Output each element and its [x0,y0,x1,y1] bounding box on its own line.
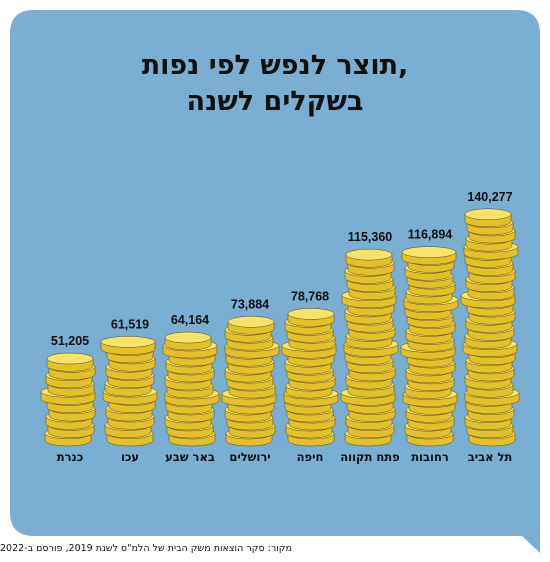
chart-title-line-1: תוצר לנפש לפי נפות, [142,50,409,81]
value-labels: 51,205 61,519 64,164 73,884 78,768 115,360 116… [51,190,513,348]
coin-stack [162,331,220,447]
value-label: 78,768 [291,289,329,303]
value-label: 116,894 [408,228,453,242]
value-label: 64,164 [171,313,209,327]
value-label: 51,205 [51,334,89,348]
coin-stack [100,336,158,447]
source-note: מקור: סקר הוצאות משק הבית של הלמ"ס לשנת … [0,543,292,554]
value-label: 115,360 [348,230,393,244]
coin-stack [400,246,459,447]
value-label: 61,519 [111,317,149,331]
category-labels: כנרת עכו באר שבע ירושלים חיפה פתח תקווה רחובות… [57,450,513,464]
coin-stack [221,316,280,447]
category-label: תל אביב [468,450,513,464]
category-label: באר שבע [165,450,215,464]
category-label: עכו [121,450,139,464]
category-label: פתח תקווה [340,450,399,464]
coin-stack [40,352,96,447]
coin-stack [460,208,520,447]
value-label: 73,884 [231,297,269,311]
value-label: 140,277 [467,190,512,204]
coin-stack [281,308,339,447]
category-label: כנרת [57,450,84,464]
category-label: רחובות [411,450,449,464]
coin-stack [340,248,399,447]
category-label: ירושלים [229,450,270,464]
category-label: חיפה [297,450,324,464]
coin-stacks [40,208,520,447]
chart-title-line-2: בשקלים לשנה [187,86,364,117]
